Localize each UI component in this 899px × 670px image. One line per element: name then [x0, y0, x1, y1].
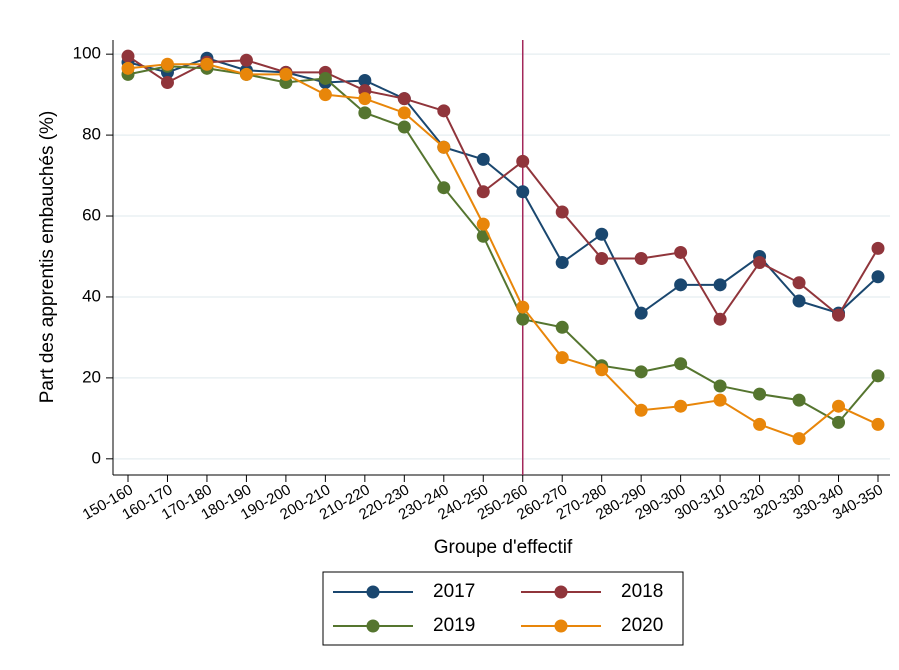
data-point: [832, 399, 846, 413]
y-tick-label: 20: [82, 367, 101, 386]
data-point: [871, 241, 885, 255]
data-point: [832, 415, 846, 429]
data-point: [516, 300, 530, 314]
legend-marker: [554, 619, 568, 633]
series-line: [127, 57, 879, 315]
data-point: [516, 154, 530, 168]
data-point: [397, 120, 411, 134]
data-point: [792, 393, 806, 407]
data-point: [713, 379, 727, 393]
data-point: [753, 387, 767, 401]
data-point: [160, 75, 174, 89]
data-point: [239, 67, 253, 81]
legend-label: 2020: [621, 615, 663, 636]
data-point: [871, 369, 885, 383]
legend-label: 2019: [433, 615, 475, 636]
data-point: [792, 432, 806, 446]
legend-label: 2018: [621, 581, 663, 602]
data-point: [318, 71, 332, 85]
y-tick-label: 100: [73, 44, 101, 63]
data-point: [634, 365, 648, 379]
data-point: [713, 312, 727, 326]
data-point: [634, 403, 648, 417]
data-point: [674, 357, 688, 371]
data-point: [595, 252, 609, 266]
data-point: [437, 140, 451, 154]
data-point: [713, 278, 727, 292]
legend-marker: [554, 585, 568, 599]
data-point: [753, 417, 767, 431]
data-point: [595, 363, 609, 377]
data-point: [555, 320, 569, 334]
data-point: [595, 227, 609, 241]
data-point: [555, 351, 569, 365]
data-point: [634, 252, 648, 266]
data-point: [674, 245, 688, 259]
series-line: [127, 65, 879, 424]
series-line: [127, 63, 879, 440]
data-point: [476, 185, 490, 199]
data-point: [792, 294, 806, 308]
data-point: [871, 270, 885, 284]
legend-marker: [366, 619, 380, 633]
data-point: [555, 205, 569, 219]
data-point: [476, 152, 490, 166]
data-point: [713, 393, 727, 407]
data-point: [200, 57, 214, 71]
legend-marker: [366, 585, 380, 599]
x-axis-label: Groupe d'effectif: [434, 537, 573, 558]
y-axis-label: Part des apprentis embauchés (%): [37, 111, 58, 404]
legend-box: [322, 571, 684, 646]
y-tick-label: 0: [92, 448, 101, 467]
data-point: [832, 308, 846, 322]
data-point: [121, 49, 135, 63]
data-point: [160, 57, 174, 71]
data-point: [358, 106, 372, 120]
data-point: [397, 106, 411, 120]
data-point: [674, 399, 688, 413]
data-point: [437, 181, 451, 195]
y-tick-label: 40: [82, 286, 101, 305]
data-point: [871, 417, 885, 431]
data-point: [516, 312, 530, 326]
data-point: [634, 306, 648, 320]
series-line: [127, 55, 879, 322]
data-point: [279, 67, 293, 81]
y-tick-label: 60: [82, 206, 101, 225]
data-point: [358, 92, 372, 106]
legend-label: 2017: [433, 581, 475, 602]
y-tick-label: 80: [82, 125, 101, 144]
data-point: [397, 92, 411, 106]
data-point: [239, 53, 253, 67]
data-point: [358, 73, 372, 87]
data-point: [437, 104, 451, 118]
data-point: [674, 278, 688, 292]
data-point: [792, 276, 806, 290]
data-point: [516, 185, 530, 199]
data-point: [753, 256, 767, 270]
data-point: [555, 256, 569, 270]
data-point: [121, 61, 135, 75]
data-point: [476, 217, 490, 231]
data-point: [318, 88, 332, 102]
